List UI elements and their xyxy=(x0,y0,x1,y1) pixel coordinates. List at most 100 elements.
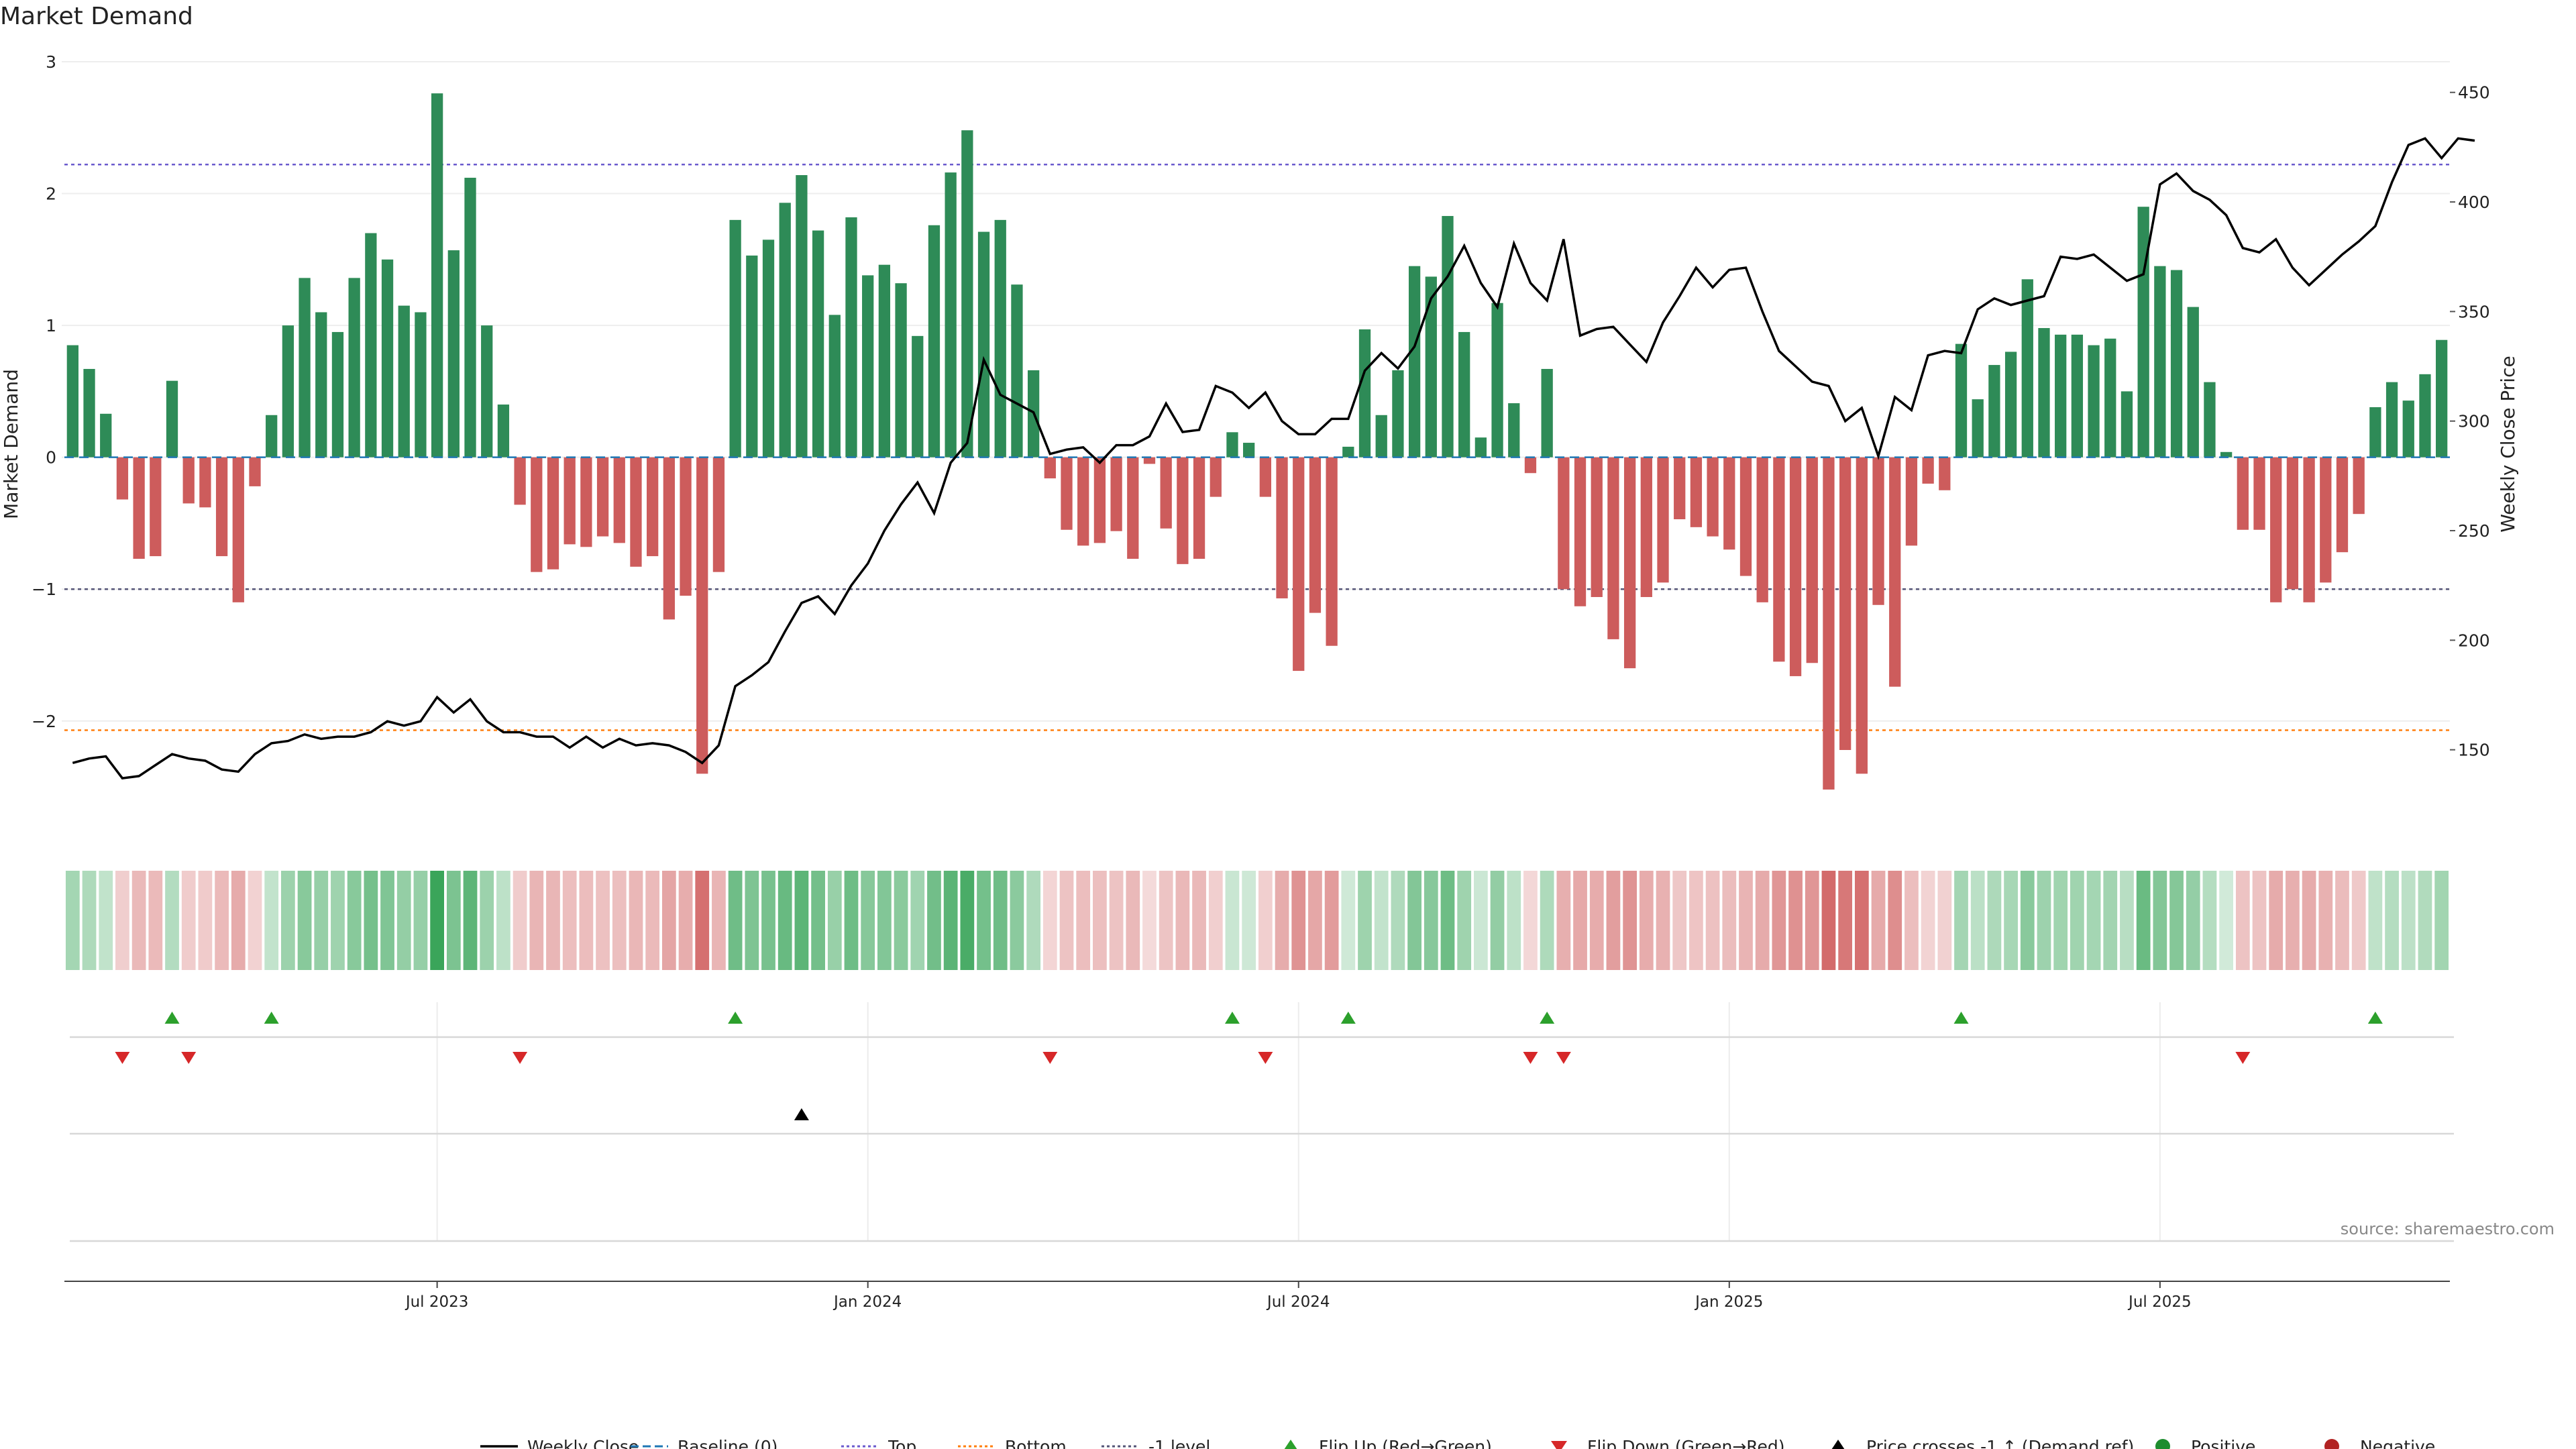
demand-bar xyxy=(796,175,808,458)
intensity-cell xyxy=(2335,871,2349,970)
demand-bar xyxy=(746,255,758,458)
demand-bar xyxy=(1458,331,1470,458)
demand-bar xyxy=(2088,345,2100,458)
demand-bar xyxy=(2104,338,2116,458)
demand-bar xyxy=(1077,457,1089,546)
right-tick-label: 150 xyxy=(2458,741,2490,760)
demand-bar xyxy=(1707,457,1719,537)
intensity-cell xyxy=(1159,871,1173,970)
intensity-cell xyxy=(2434,871,2449,970)
demand-bar xyxy=(977,231,990,458)
intensity-cell xyxy=(977,871,991,970)
demand-bar xyxy=(1342,446,1354,458)
demand-bar xyxy=(547,457,559,570)
intensity-cell xyxy=(2385,871,2399,970)
intensity-cell xyxy=(529,871,544,970)
demand-bar xyxy=(66,345,78,458)
demand-bar xyxy=(299,278,311,458)
intensity-cell xyxy=(413,871,428,970)
demand-bar xyxy=(1922,457,1934,484)
demand-bar xyxy=(2137,207,2149,458)
intensity-cell xyxy=(1805,871,1819,970)
demand-bar xyxy=(1839,457,1851,750)
demand-bar xyxy=(596,457,609,537)
demand-bar xyxy=(663,457,675,620)
demand-bar xyxy=(2071,334,2084,458)
demand-bar xyxy=(497,405,510,458)
demand-bar xyxy=(1375,415,1387,458)
intensity-cell xyxy=(1324,871,1339,970)
intensity-cell xyxy=(2401,871,2416,970)
demand-bar xyxy=(630,457,642,567)
right-tick-label: 350 xyxy=(2458,302,2490,321)
legend-label: Baseline (0) xyxy=(678,1437,777,1449)
intensity-cell xyxy=(1606,871,1621,970)
intensity-cell xyxy=(1208,871,1223,970)
left-tick-label: 2 xyxy=(46,184,56,204)
demand-bar xyxy=(2154,266,2166,458)
intensity-cell xyxy=(297,871,312,970)
flip-up-marker xyxy=(1224,1012,1240,1024)
intensity-cell xyxy=(2286,871,2300,970)
demand-bar xyxy=(1392,370,1404,458)
intensity-cell xyxy=(2004,871,2018,970)
demand-bar xyxy=(1690,457,1703,527)
intensity-cell xyxy=(1026,871,1040,970)
demand-bar xyxy=(415,312,427,458)
intensity-cell xyxy=(1042,871,1057,970)
demand-bar xyxy=(928,225,941,458)
intensity-cell xyxy=(877,871,892,970)
demand-bar xyxy=(2320,457,2332,583)
demand-bar xyxy=(1259,457,1271,497)
demand-bar xyxy=(2055,334,2067,458)
x-tick-label: Jul 2025 xyxy=(2127,1293,2192,1311)
y-axis-label-right: Weekly Close Price xyxy=(2497,356,2519,532)
intensity-cell xyxy=(1474,871,1488,970)
demand-bar xyxy=(613,457,625,543)
demand-bar xyxy=(133,457,145,559)
demand-bar xyxy=(1905,457,1918,546)
demand-bar xyxy=(182,457,195,504)
intensity-cell xyxy=(1523,871,1538,970)
intensity-cell xyxy=(579,871,594,970)
intensity-cell xyxy=(562,871,577,970)
demand-bar xyxy=(1110,457,1122,531)
intensity-cell xyxy=(712,871,726,970)
intensity-cell xyxy=(2136,871,2151,970)
flip-down-marker xyxy=(1258,1052,1273,1064)
intensity-cell xyxy=(861,871,875,970)
intensity-cell xyxy=(1076,871,1091,970)
intensity-cell xyxy=(645,871,660,970)
legend-label: Flip Down (Green→Red) xyxy=(1587,1437,1785,1449)
demand-bar xyxy=(1889,457,1901,687)
intensity-cell xyxy=(1755,871,1770,970)
intensity-cell xyxy=(131,871,146,970)
demand-bar xyxy=(365,233,377,458)
demand-bar xyxy=(249,457,261,486)
intensity-cell xyxy=(661,871,676,970)
demand-bar xyxy=(1011,284,1023,458)
weekly-close-line xyxy=(72,137,2475,780)
right-tick-label: 450 xyxy=(2458,83,2490,103)
demand-bar xyxy=(1955,343,1968,458)
demand-bar xyxy=(729,219,741,458)
legend-label: Bottom xyxy=(1005,1437,1067,1449)
intensity-cell xyxy=(2252,871,2267,970)
intensity-cell xyxy=(1921,871,1935,970)
intensity-cell xyxy=(1291,871,1306,970)
demand-bar xyxy=(895,283,907,458)
intensity-cell xyxy=(2235,871,2250,970)
demand-bar xyxy=(447,250,460,458)
demand-bar xyxy=(1756,457,1768,602)
demand-bar xyxy=(1127,457,1139,559)
demand-bar xyxy=(2336,457,2349,553)
intensity-cell xyxy=(1242,871,1256,970)
legend-swatch-tri-down xyxy=(1551,1441,1567,1449)
demand-bar xyxy=(2253,457,2265,530)
intensity-cell xyxy=(115,871,129,970)
intensity-cell xyxy=(364,871,378,970)
demand-bar xyxy=(431,93,443,458)
intensity-cell xyxy=(811,871,825,970)
demand-bar xyxy=(1623,457,1636,669)
